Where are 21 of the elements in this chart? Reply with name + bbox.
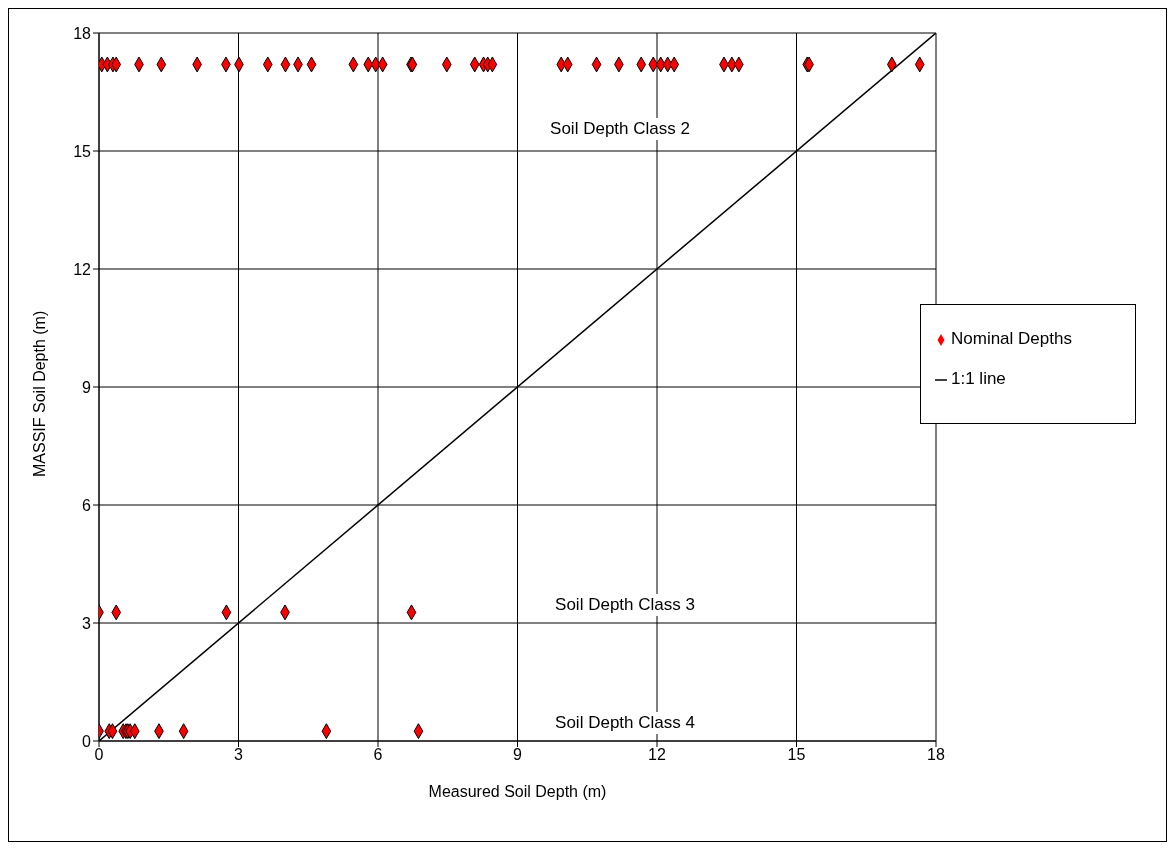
x-tick-label: 18 [927,746,945,764]
annotation: Soil Depth Class 3 [549,594,701,616]
y-tick-label: 3 [82,614,92,632]
legend-label: Nominal Depths [951,329,1072,348]
annotation: Soil Depth Class 2 [544,118,696,140]
annotation: Soil Depth Class 4 [549,712,701,734]
x-tick-label: 15 [787,746,806,764]
y-tick-label: 0 [82,732,92,750]
y-tick-label: 15 [73,142,92,160]
x-tick-label: 0 [94,746,104,764]
x-tick-label: 3 [234,746,244,764]
y-axis-title: MASSIF Soil Depth (m) [30,310,48,477]
x-tick-label: 12 [648,746,666,764]
legend-label: 1:1 line [951,369,1006,388]
y-tick-label: 9 [82,378,92,396]
y-tick-label: 12 [73,260,92,278]
y-tick-label: 18 [73,24,92,42]
x-tick-label: 6 [373,746,383,764]
x-axis-title: Measured Soil Depth (m) [428,783,607,800]
x-tick-label: 9 [513,746,523,764]
y-tick-label: 6 [82,496,92,514]
